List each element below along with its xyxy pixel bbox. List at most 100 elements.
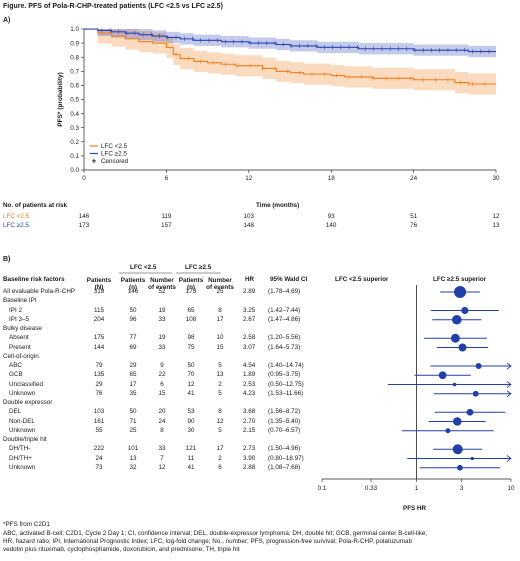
km-y-tick-label: 0.6 bbox=[70, 83, 79, 90]
cell-patients-n-lt: 65 bbox=[129, 371, 137, 379]
cell-hr: 4.54 bbox=[243, 362, 256, 369]
forest-x-tick-label: 0.1 bbox=[318, 485, 327, 492]
km-y-tick-label: 0.4 bbox=[70, 111, 79, 118]
forest-hr-point bbox=[450, 333, 460, 343]
cell-ci: (1.20–5.56) bbox=[268, 334, 301, 342]
forest-hr-point bbox=[454, 286, 467, 298]
cell-patients-N: 29 bbox=[95, 380, 103, 388]
cell-events-lt: 15 bbox=[158, 389, 166, 397]
right-superior-label: LFC ≥2.5 superior bbox=[433, 276, 487, 283]
risk-value: 12 bbox=[492, 213, 500, 220]
cell-patients-n-lt: 35 bbox=[129, 389, 137, 397]
forest-ci-arrow bbox=[506, 455, 512, 462]
cell-patients-n-ge: 11 bbox=[187, 454, 195, 462]
cell-ci: (1.08–7.68) bbox=[268, 463, 301, 471]
cell-patients-N: 73 bbox=[95, 463, 103, 471]
cell-patients-N: 135 bbox=[93, 371, 105, 379]
cell-patients-n-ge: 173 bbox=[185, 288, 197, 295]
km-y-tick-label: 0.8 bbox=[70, 54, 79, 61]
risk-value: 173 bbox=[78, 222, 90, 229]
cell-patients-N: 204 bbox=[93, 315, 105, 323]
km-y-tick-label: 0.0 bbox=[70, 167, 79, 174]
cell-events-ge: 13 bbox=[216, 371, 224, 379]
col-patients-n-ge: Patients (n) bbox=[178, 277, 204, 292]
cell-ci: (0.95–3.75) bbox=[268, 371, 301, 379]
subgroup-label: IPI 3–5 bbox=[9, 315, 29, 323]
risk-table-title: No. of patients at risk bbox=[3, 202, 68, 209]
cell-patients-n-ge: 90 bbox=[187, 417, 195, 425]
subgroup-label: DH/TH- bbox=[9, 445, 31, 453]
forest-hr-point bbox=[458, 343, 467, 352]
cell-patients-N: 222 bbox=[93, 445, 105, 453]
cell-patients-n-lt: 77 bbox=[129, 334, 137, 342]
group-header-lfc-lt: LFC <2.5 bbox=[130, 264, 157, 271]
forest-hr-point bbox=[466, 408, 474, 416]
subgroup-label: DH/TH+ bbox=[9, 454, 32, 462]
cell-hr: 2.53 bbox=[243, 380, 256, 388]
km-x-tick-label: 0 bbox=[82, 175, 86, 182]
cell-events-ge: 5 bbox=[218, 362, 222, 369]
cell-patients-n-lt: 69 bbox=[129, 343, 137, 351]
cell-patients-n-lt: 146 bbox=[127, 288, 139, 295]
cell-hr: 1.89 bbox=[243, 371, 256, 379]
cell-patients-n-ge: 50 bbox=[187, 362, 195, 369]
risk-value: 13 bbox=[492, 222, 500, 229]
subgroup-label: GCB bbox=[9, 371, 23, 379]
km-y-tick-label: 1.0 bbox=[70, 26, 79, 33]
cell-ci: (1.64–5.73) bbox=[268, 343, 301, 351]
footnote-2: ABC, activated B-cell; C2D1, Cycle 2 Day… bbox=[3, 530, 428, 537]
km-x-tick-label: 6 bbox=[165, 175, 169, 182]
cell-ci: (0.80–18.97) bbox=[268, 454, 304, 462]
factors-header: Baseline risk factors bbox=[3, 276, 65, 283]
km-plot: 0.0 0.1 0.2 0.3 0.4 0.5 0.6 0.7 0.8 0.9 1.0 0 6 12 18 2… bbox=[57, 26, 500, 182]
col-patients-N: Patients (N) bbox=[86, 277, 112, 292]
cell-events-lt: 22 bbox=[158, 371, 166, 379]
cell-hr: 2.67 bbox=[243, 315, 256, 323]
cell-ci: (1.35–5.40) bbox=[268, 417, 301, 425]
km-x-tick-label: 30 bbox=[492, 175, 500, 182]
cell-patients-n-lt: 29 bbox=[129, 362, 137, 369]
forest-ci-arrow bbox=[506, 381, 512, 388]
cell-patients-n-ge: 12 bbox=[187, 380, 195, 388]
forest-hr-point bbox=[457, 464, 463, 471]
subgroup-header: Double/triple hit bbox=[3, 436, 47, 443]
cell-hr: 3.90 bbox=[243, 454, 256, 462]
cell-patients-n-ge: 98 bbox=[187, 334, 195, 342]
cell-events-lt: 33 bbox=[158, 343, 166, 351]
cell-patients-N: 161 bbox=[93, 417, 105, 425]
cell-patients-n-ge: 30 bbox=[187, 426, 195, 434]
forest-ci-arrow bbox=[506, 390, 512, 398]
subgroup-label: Unknown bbox=[9, 426, 36, 434]
forest-hr-point bbox=[472, 390, 479, 397]
cell-patients-N: 55 bbox=[95, 426, 103, 434]
cell-hr: 2.70 bbox=[243, 417, 256, 425]
figure-title: Figure. PFS of Pola-R-CHP-treated patien… bbox=[3, 3, 223, 10]
cell-events-lt: 12 bbox=[158, 463, 166, 471]
cell-patients-n-lt: 32 bbox=[129, 463, 137, 471]
cell-patients-n-ge: 41 bbox=[187, 463, 195, 471]
risk-row-label: LFC ≥2.5 bbox=[3, 222, 29, 229]
subgroup-label: Non-DEL bbox=[9, 417, 35, 425]
col-events-ge: Number of events bbox=[206, 277, 234, 292]
forest-hr-point bbox=[438, 371, 447, 380]
cell-events-ge: 2 bbox=[218, 454, 222, 462]
cell-events-lt: 33 bbox=[158, 445, 166, 453]
cell-events-lt: 8 bbox=[160, 426, 164, 434]
cell-ci: (1.47–4.86) bbox=[268, 315, 301, 323]
cell-events-ge: 2 bbox=[218, 380, 222, 388]
cell-ci: (1.50–4.96) bbox=[268, 445, 301, 453]
footnote-4: vedotin plus rituximab, cyclophosphamide… bbox=[3, 546, 240, 553]
cell-patients-N: 76 bbox=[95, 389, 103, 397]
cell-hr: 2.89 bbox=[243, 288, 256, 295]
cell-ci: (1.56–8.72) bbox=[268, 408, 301, 416]
km-y-tick-label: 0.3 bbox=[70, 125, 79, 132]
subgroup-label: Unknown bbox=[9, 463, 36, 471]
cell-events-lt: 19 bbox=[158, 334, 166, 342]
cell-events-ge: 10 bbox=[216, 334, 224, 342]
subgroup-label: IPI 2 bbox=[9, 306, 22, 314]
cell-patients-n-ge: 53 bbox=[187, 408, 195, 416]
cell-events-ge: 6 bbox=[218, 463, 222, 471]
cell-patients-n-lt: 50 bbox=[129, 408, 137, 416]
cell-events-lt: 7 bbox=[160, 454, 164, 462]
footnote-3: HR, hazard ratio; IPI, International Pro… bbox=[3, 538, 413, 545]
